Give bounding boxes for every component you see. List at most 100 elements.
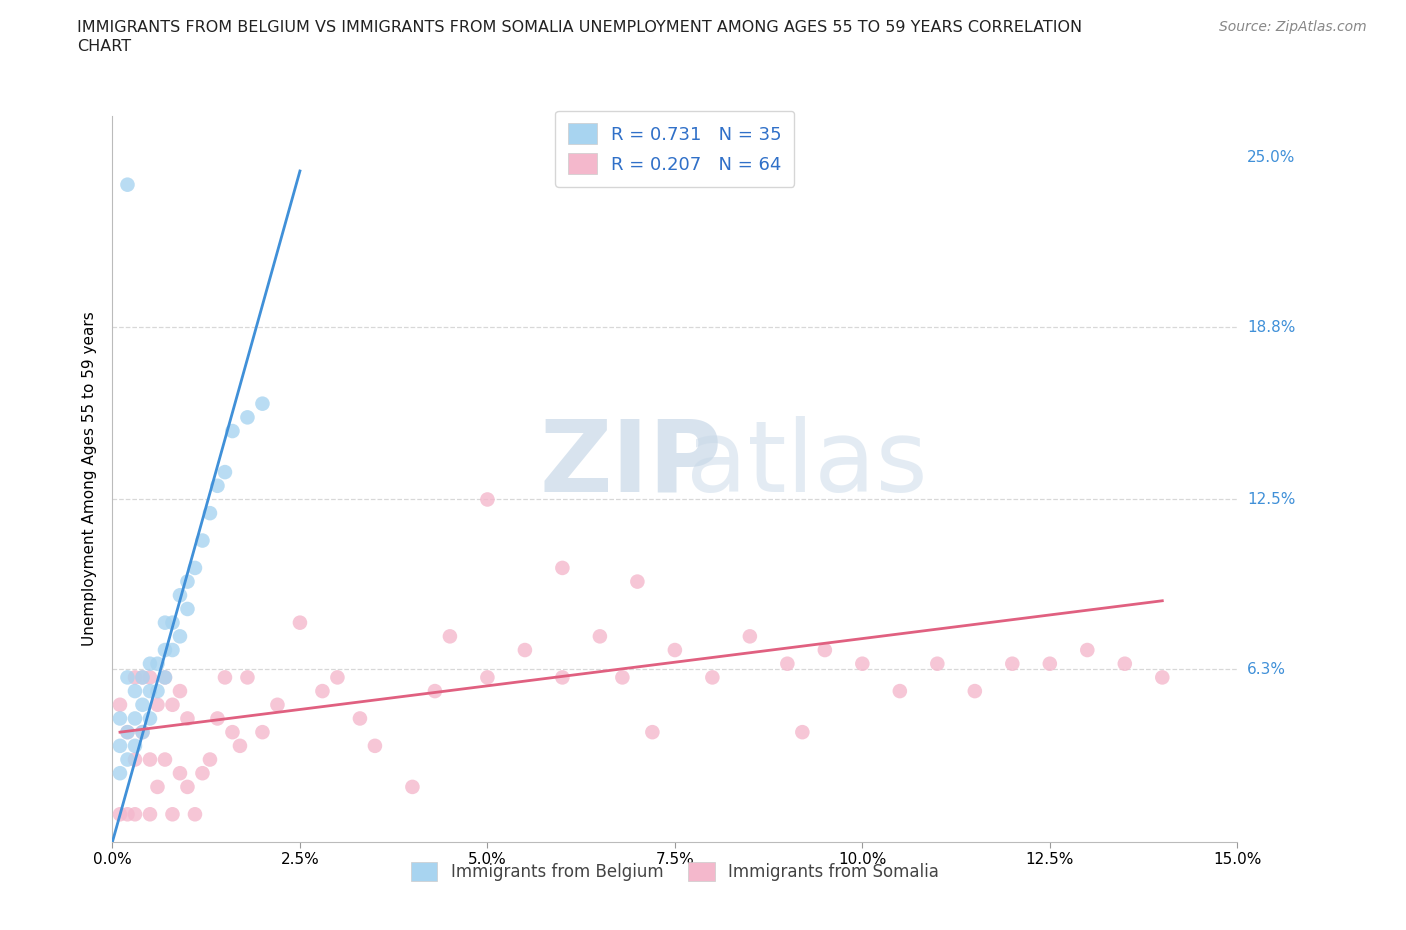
Point	[153, 670, 176, 684]
Point	[162, 698, 184, 712]
Point	[131, 724, 153, 739]
Point	[146, 698, 169, 712]
Point	[162, 807, 184, 822]
Point	[117, 724, 139, 739]
Point	[1039, 657, 1062, 671]
Point	[131, 670, 153, 684]
Point	[153, 616, 176, 631]
Point	[1114, 657, 1136, 671]
Point	[198, 752, 221, 767]
Point	[117, 807, 139, 822]
Point	[146, 684, 169, 698]
Point	[153, 643, 176, 658]
Point	[214, 465, 236, 480]
Point	[184, 807, 207, 822]
Point	[124, 684, 146, 698]
Point	[641, 724, 664, 739]
Point	[214, 670, 236, 684]
Point	[963, 684, 986, 698]
Point	[124, 752, 146, 767]
Point	[229, 738, 252, 753]
Point	[439, 629, 461, 644]
Point	[738, 629, 761, 644]
Point	[288, 616, 311, 631]
Point	[252, 396, 274, 411]
Point	[191, 765, 214, 780]
Point	[153, 670, 176, 684]
Text: IMMIGRANTS FROM BELGIUM VS IMMIGRANTS FROM SOMALIA UNEMPLOYMENT AMONG AGES 55 TO: IMMIGRANTS FROM BELGIUM VS IMMIGRANTS FR…	[77, 20, 1083, 35]
Point	[236, 410, 259, 425]
Point	[221, 423, 243, 438]
Point	[311, 684, 333, 698]
Point	[169, 765, 191, 780]
Point	[364, 738, 387, 753]
Point	[108, 698, 131, 712]
Point	[169, 629, 191, 644]
Point	[266, 698, 288, 712]
Point	[169, 588, 191, 603]
Point	[124, 807, 146, 822]
Point	[221, 724, 243, 739]
Point	[139, 752, 162, 767]
Point	[401, 779, 423, 794]
Point	[176, 779, 198, 794]
Text: 25.0%: 25.0%	[1247, 150, 1295, 165]
Point	[702, 670, 724, 684]
Point	[131, 670, 153, 684]
Point	[1152, 670, 1174, 684]
Text: 6.3%: 6.3%	[1247, 662, 1286, 677]
Point	[108, 765, 131, 780]
Point	[139, 657, 162, 671]
Text: 18.8%: 18.8%	[1247, 320, 1295, 335]
Point	[146, 657, 169, 671]
Point	[423, 684, 446, 698]
Point	[176, 602, 198, 617]
Point	[108, 738, 131, 753]
Point	[776, 657, 799, 671]
Point	[139, 684, 162, 698]
Point	[513, 643, 536, 658]
Point	[664, 643, 686, 658]
Point	[139, 807, 162, 822]
Point	[108, 807, 131, 822]
Point	[851, 657, 873, 671]
Point	[252, 724, 274, 739]
Point	[207, 711, 229, 726]
Text: 12.5%: 12.5%	[1247, 492, 1295, 507]
Text: atlas: atlas	[686, 416, 928, 513]
Point	[236, 670, 259, 684]
Point	[139, 711, 162, 726]
Point	[191, 533, 214, 548]
Point	[153, 752, 176, 767]
Y-axis label: Unemployment Among Ages 55 to 59 years: Unemployment Among Ages 55 to 59 years	[82, 312, 97, 646]
Point	[117, 724, 139, 739]
Point	[131, 698, 153, 712]
Point	[207, 478, 229, 493]
Point	[108, 711, 131, 726]
Point	[124, 711, 146, 726]
Point	[589, 629, 612, 644]
Point	[551, 670, 574, 684]
Point	[146, 779, 169, 794]
Legend: Immigrants from Belgium, Immigrants from Somalia: Immigrants from Belgium, Immigrants from…	[404, 856, 946, 888]
Point	[162, 643, 184, 658]
Text: Source: ZipAtlas.com: Source: ZipAtlas.com	[1219, 20, 1367, 34]
Text: ZIP: ZIP	[540, 416, 723, 513]
Point	[169, 684, 191, 698]
Text: CHART: CHART	[77, 39, 131, 54]
Point	[1001, 657, 1024, 671]
Point	[124, 738, 146, 753]
Point	[1076, 643, 1098, 658]
Point	[551, 561, 574, 576]
Point	[326, 670, 349, 684]
Point	[349, 711, 371, 726]
Point	[612, 670, 634, 684]
Point	[198, 506, 221, 521]
Point	[176, 711, 198, 726]
Point	[117, 752, 139, 767]
Point	[117, 178, 139, 193]
Point	[131, 724, 153, 739]
Point	[477, 492, 499, 507]
Point	[792, 724, 814, 739]
Point	[626, 574, 648, 589]
